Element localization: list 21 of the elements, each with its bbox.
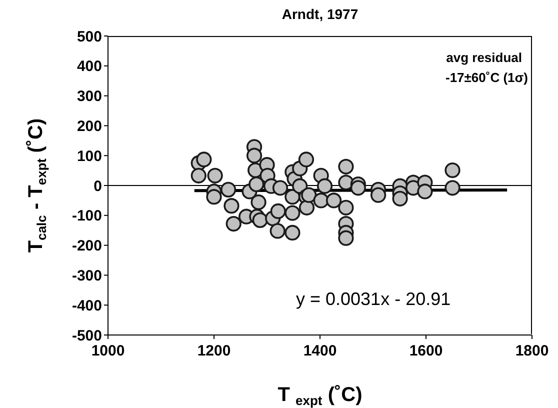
y-tick-label: -100 <box>72 208 102 225</box>
x-tick-label: 1000 <box>91 342 125 360</box>
x-tick-label: 1200 <box>197 342 231 360</box>
y-tick-label: -500 <box>72 327 102 344</box>
y-tick-label: 500 <box>76 28 102 46</box>
y-tick-label: 400 <box>76 58 102 76</box>
y-tick-label: 0 <box>94 178 102 195</box>
x-tick-label: 1800 <box>515 342 549 360</box>
x-tick-label: 1600 <box>409 342 443 360</box>
chart-title: Arndt, 1977 <box>280 6 360 22</box>
annotation: y = 0.0031x - 20.91 <box>296 289 451 310</box>
y-tick-label: -200 <box>72 238 102 255</box>
y-tick-label: 300 <box>76 88 102 106</box>
annotation: avg residual <box>446 50 522 65</box>
y-tick-label: 100 <box>76 148 102 165</box>
x-axis-title: T $_{expt}$ (˚C) <box>278 384 362 408</box>
y-tick-label: -400 <box>72 297 102 314</box>
x-tick-label: 1400 <box>303 342 337 360</box>
y-tick-label: -300 <box>72 268 102 285</box>
annotation: -17±60˚C (1σ) <box>446 70 528 85</box>
y-tick-label: 200 <box>76 118 102 136</box>
